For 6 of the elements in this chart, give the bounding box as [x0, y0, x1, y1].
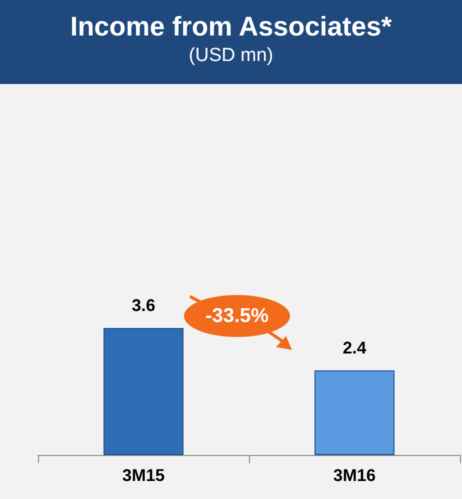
data-label: 3.6 — [132, 296, 156, 315]
chart-subtitle: (USD mn) — [188, 45, 274, 66]
chart-title: Income from Associates* — [70, 12, 392, 42]
x-tick-label: 3M15 — [122, 466, 165, 485]
x-tick-label: 3M16 — [333, 466, 376, 485]
data-label: 2.4 — [342, 338, 367, 358]
